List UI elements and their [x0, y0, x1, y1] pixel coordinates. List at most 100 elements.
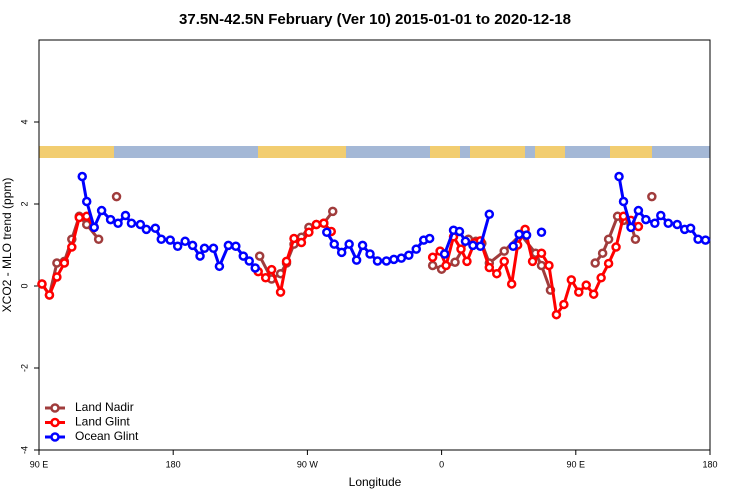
data-point [454, 226, 465, 237]
data-point [329, 239, 339, 249]
data-point [172, 241, 183, 251]
y-tick-label: 2 [19, 201, 29, 206]
data-point [484, 262, 495, 273]
data-point [499, 256, 509, 267]
data-point [536, 227, 547, 238]
data-point [156, 234, 167, 245]
data-point [187, 240, 198, 251]
data-point [693, 234, 703, 245]
data-point [52, 272, 62, 282]
data-point [404, 250, 414, 260]
x-tick-label: 90 W [297, 459, 319, 469]
data-point [492, 268, 502, 279]
data-point [441, 260, 451, 271]
land-strip [39, 146, 114, 158]
data-point [427, 252, 438, 263]
data-point [52, 258, 62, 268]
data-point [96, 205, 107, 216]
data-point [626, 222, 636, 233]
legend-marker [50, 417, 60, 428]
data-point [508, 241, 518, 251]
y-tick-label: 4 [19, 119, 29, 124]
data-point [120, 210, 131, 221]
data-point [365, 249, 375, 259]
data-point [514, 229, 524, 240]
data-point [672, 219, 682, 230]
data-point [618, 196, 629, 207]
data-point [411, 244, 422, 254]
data-point [596, 273, 606, 283]
data-point [536, 260, 547, 271]
data-point [141, 224, 152, 235]
data-point [319, 218, 329, 229]
x-tick-label: 0 [439, 459, 444, 469]
ocean-strip [39, 146, 710, 158]
legend-marker [50, 403, 60, 413]
data-point [322, 227, 332, 238]
data-point [93, 234, 104, 245]
data-point [544, 260, 554, 271]
data-point [527, 256, 538, 267]
data-point [199, 243, 210, 254]
land-strip [430, 146, 460, 158]
data-point [244, 256, 254, 266]
data-point [81, 196, 92, 207]
data-point [327, 206, 338, 217]
data-point [336, 247, 347, 258]
data-point [344, 239, 354, 249]
data-point [468, 240, 478, 251]
data-point [44, 290, 55, 300]
data-point [77, 171, 87, 182]
data-point [195, 251, 205, 261]
data-point [630, 234, 641, 245]
data-point [372, 256, 383, 266]
data-point [111, 191, 122, 202]
data-point [633, 221, 644, 232]
data-point [581, 280, 591, 290]
legend-label: Land Glint [75, 415, 130, 429]
data-point [254, 251, 265, 261]
chart-title: 37.5N-42.5N February (Ver 10) 2015-01-01… [179, 11, 571, 28]
data-point [521, 230, 532, 240]
data-point [439, 249, 450, 259]
data-point [427, 260, 438, 271]
data-point [536, 248, 547, 258]
data-point [289, 233, 299, 244]
x-tick-label: 180 [702, 459, 717, 469]
data-point [603, 234, 614, 245]
data-point [74, 212, 85, 223]
data-point [304, 227, 314, 238]
data-point [389, 254, 399, 265]
data-point [351, 255, 362, 265]
data-point [67, 242, 77, 252]
data-point [231, 241, 241, 251]
legend-marker [50, 432, 60, 442]
data-point [685, 223, 696, 233]
data-point [59, 258, 70, 268]
x-tick-label: 90 E [30, 459, 49, 469]
data-point [126, 218, 137, 229]
data-point [650, 218, 660, 229]
data-point [238, 251, 249, 261]
data-point [296, 237, 307, 248]
data-point [611, 242, 621, 252]
land-strip [610, 146, 652, 158]
data-point [633, 205, 644, 216]
data-point [281, 256, 292, 267]
data-point [614, 171, 624, 182]
data-point [603, 258, 614, 269]
legend-label: Ocean Glint [75, 429, 139, 443]
data-point [663, 218, 673, 229]
data-point [460, 236, 471, 247]
data-point [574, 287, 584, 297]
data-point [89, 222, 99, 233]
data-point [475, 241, 486, 251]
land-strip [470, 146, 525, 158]
y-tick-label: -2 [19, 364, 29, 372]
data-point [462, 256, 472, 267]
y-axis-label: XCO2 - MLO trend (ppm) [0, 178, 14, 313]
data-point [450, 257, 460, 267]
land-strip [258, 146, 346, 158]
